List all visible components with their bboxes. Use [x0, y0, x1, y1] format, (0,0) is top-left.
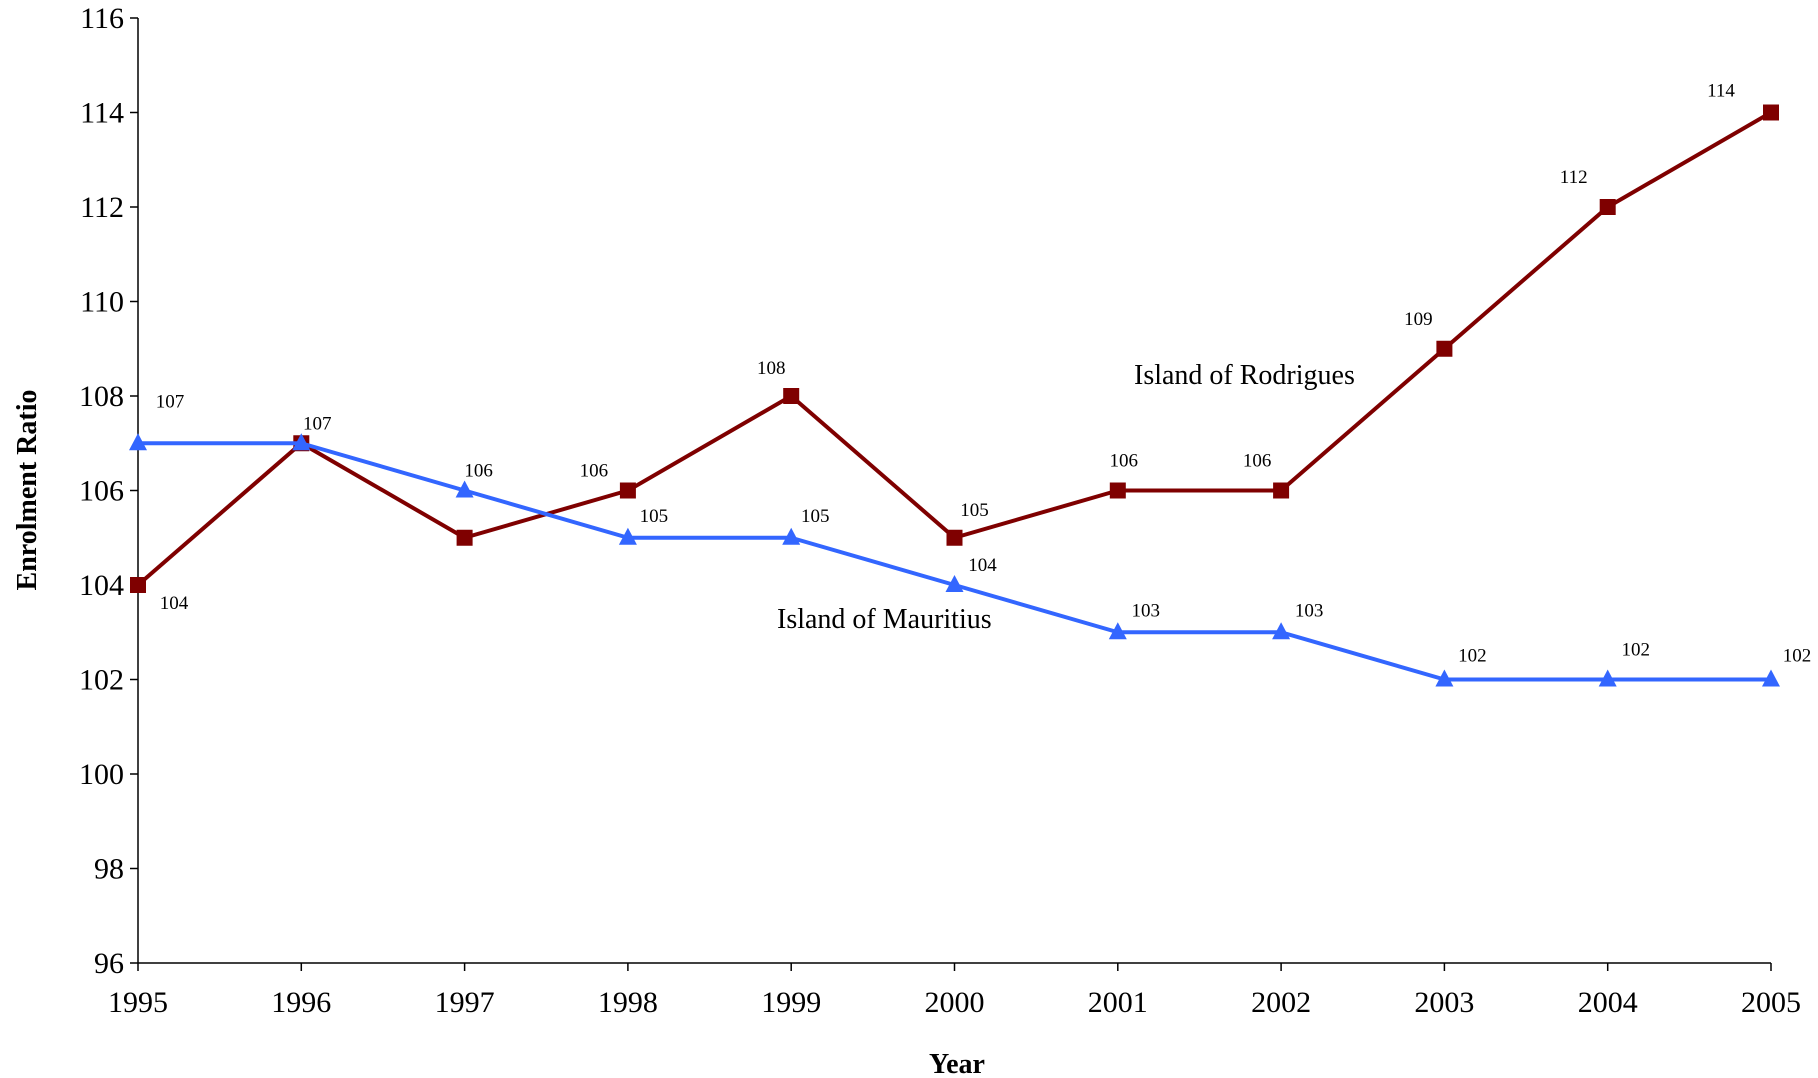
x-tick-label: 1995 [108, 986, 168, 1019]
data-point-island-of-mauritius [945, 575, 964, 592]
y-tick-label: 102 [79, 664, 124, 697]
x-tick-label: 1999 [761, 986, 821, 1019]
data-label-island-of-mauritius: 103 [1295, 600, 1324, 621]
x-tick-label: 2004 [1578, 986, 1638, 1019]
data-point-island-of-rodrigues [1273, 482, 1290, 499]
x-axis-title: Year [929, 1049, 985, 1078]
y-tick-label: 100 [79, 758, 124, 791]
y-tick-label: 110 [80, 286, 124, 319]
y-tick-label: 112 [80, 191, 124, 224]
data-label-island-of-mauritius: 103 [1132, 600, 1161, 621]
data-label-island-of-rodrigues: 105 [960, 500, 989, 521]
data-label-island-of-rodrigues: 106 [580, 461, 609, 482]
data-point-island-of-mauritius [292, 433, 311, 451]
y-tick-label: 106 [79, 475, 124, 508]
data-point-island-of-mauritius [1762, 669, 1780, 687]
data-point-island-of-rodrigues [946, 529, 963, 546]
y-tick-label: 104 [79, 569, 124, 602]
data-point-island-of-mauritius [1598, 669, 1617, 687]
series-line-island-of-rodrigues [136, 110, 1773, 587]
data-label-island-of-mauritius: 102 [1621, 640, 1650, 661]
x-tick-label: 2001 [1088, 986, 1148, 1019]
data-label-island-of-mauritius: 102 [1458, 646, 1487, 667]
series-layer [129, 104, 1780, 687]
data-point-island-of-rodrigues [130, 577, 146, 593]
data-point-island-of-mauritius [1108, 622, 1127, 640]
x-tick-label: 2000 [925, 986, 985, 1019]
data-point-island-of-mauritius [129, 433, 147, 451]
data-point-island-of-mauritius [782, 527, 801, 545]
data-point-island-of-mauritius [455, 480, 474, 498]
data-label-island-of-rodrigues: 108 [757, 358, 786, 379]
y-tick-label: 116 [80, 2, 124, 35]
data-point-island-of-rodrigues [619, 482, 636, 499]
y-tick-label: 98 [94, 853, 124, 886]
data-label-island-of-rodrigues: 106 [1110, 451, 1139, 472]
data-label-island-of-mauritius: 106 [464, 461, 493, 482]
data-point-island-of-rodrigues [1599, 199, 1616, 215]
data-point-island-of-rodrigues [783, 388, 800, 404]
x-tick-label: 1996 [271, 986, 331, 1019]
data-label-island-of-rodrigues: 112 [1560, 167, 1588, 188]
x-tick-label: 1997 [435, 986, 495, 1019]
y-tick-label: 108 [79, 380, 124, 413]
x-tick-label: 1998 [598, 986, 658, 1019]
data-labels: 104 107 106 108 105 106 106 109 112 114 107 106 105 1… [156, 81, 1812, 667]
axes: 96 98 100 102 104 106 108 110 112 114 116 1995 1996 1… [79, 2, 1801, 1019]
x-tick-label: 2005 [1741, 986, 1801, 1019]
y-tick-label: 96 [94, 947, 124, 980]
data-point-island-of-rodrigues [1763, 104, 1779, 121]
data-point-island-of-rodrigues [1436, 340, 1453, 357]
data-label-island-of-mauritius: 105 [801, 506, 830, 527]
x-tick-label: 2003 [1414, 986, 1474, 1019]
data-label-island-of-mauritius: 107 [156, 391, 185, 412]
series-line-island-of-mauritius [138, 441, 1771, 682]
data-point-island-of-rodrigues [456, 529, 473, 546]
x-tick-label: 2002 [1251, 986, 1311, 1019]
series-label-rodrigues: Island of Rodrigues [1134, 360, 1355, 391]
data-label-island-of-rodrigues: 109 [1404, 309, 1433, 330]
y-axis-title: Enrolment Ratio [12, 390, 43, 591]
data-point-island-of-mauritius [1435, 669, 1454, 687]
data-point-island-of-mauritius [1272, 622, 1291, 640]
data-point-island-of-rodrigues [1109, 482, 1126, 499]
data-label-island-of-mauritius: 105 [640, 506, 669, 527]
data-label-island-of-mauritius: 102 [1783, 646, 1812, 667]
series-label-mauritius: Island of Mauritius [777, 604, 992, 635]
data-label-island-of-mauritius: 104 [968, 555, 997, 576]
data-label-island-of-rodrigues: 104 [160, 593, 189, 614]
y-tick-label: 114 [80, 97, 124, 130]
data-label-island-of-rodrigues: 107 [303, 413, 332, 434]
data-point-island-of-mauritius [618, 527, 637, 545]
data-label-island-of-rodrigues: 106 [1243, 451, 1272, 472]
data-label-island-of-rodrigues: 114 [1707, 81, 1735, 102]
